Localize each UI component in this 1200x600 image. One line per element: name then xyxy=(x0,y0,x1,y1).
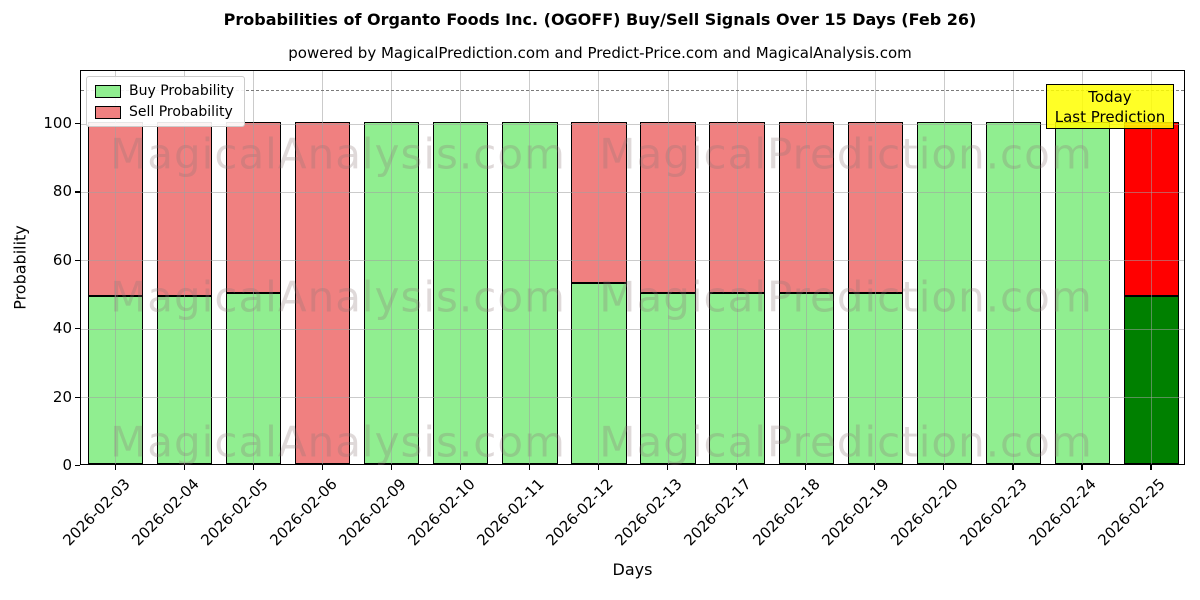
sell-swatch xyxy=(95,105,121,119)
legend: Buy Probability Sell Probability xyxy=(86,76,246,127)
chart-title: Probabilities of Organto Foods Inc. (OGO… xyxy=(223,10,977,29)
v-gridline xyxy=(253,71,255,464)
v-gridline xyxy=(391,71,393,464)
today-annotation-line2: Last Prediction xyxy=(1054,107,1166,126)
x-tick-label-2026-02-05: 2026-02-05 xyxy=(197,475,272,550)
y-tick-mark-20 xyxy=(75,396,80,398)
chart-subtitle: powered by MagicalPrediction.com and Pre… xyxy=(288,44,912,62)
legend-label-buy: Buy Probability xyxy=(129,83,235,99)
v-gridline xyxy=(115,71,117,464)
x-tick-label-2026-02-12: 2026-02-12 xyxy=(542,475,617,550)
x-tick-mark xyxy=(1081,465,1083,470)
legend-item-buy: Buy Probability xyxy=(95,83,234,99)
h-gridline-20 xyxy=(81,397,1184,399)
x-tick-mark xyxy=(459,465,462,470)
x-tick-label-2026-02-17: 2026-02-17 xyxy=(680,475,755,550)
today-annotation-line1: Today xyxy=(1088,87,1132,106)
today-annotation: Today Last Prediction xyxy=(1046,84,1174,129)
x-axis-label: Days xyxy=(612,560,653,579)
x-tick-mark xyxy=(805,465,807,470)
v-gridline xyxy=(943,71,945,464)
x-tick-label-2026-02-20: 2026-02-20 xyxy=(887,475,963,550)
x-tick-mark xyxy=(1012,465,1014,470)
y-axis-label: Probability xyxy=(10,225,30,310)
x-tick-label-2026-02-19: 2026-02-19 xyxy=(818,475,893,550)
x-tick-mark xyxy=(183,465,185,470)
y-tick-label-100: 100 xyxy=(43,114,72,132)
v-gridline xyxy=(529,71,531,464)
watermark-text: MagicalPrediction.com xyxy=(599,129,1093,179)
v-gridline xyxy=(667,71,669,464)
watermark-text: MagicalAnalysis.com xyxy=(110,129,566,179)
y-tick-label-20: 20 xyxy=(52,387,72,406)
watermark-text: MagicalAnalysis.com xyxy=(110,272,566,322)
x-tick-label-2026-02-10: 2026-02-10 xyxy=(404,475,479,550)
legend-label-sell: Sell Probability xyxy=(129,104,233,120)
x-tick-label-2026-02-09: 2026-02-09 xyxy=(335,475,410,550)
v-gridline xyxy=(805,71,807,464)
x-tick-mark xyxy=(321,465,323,470)
x-tick-label-2026-02-03: 2026-02-03 xyxy=(58,475,134,550)
v-gridline xyxy=(460,71,462,464)
v-gridline xyxy=(184,71,186,464)
plot-area: MagicalAnalysis.com MagicalPrediction.com… xyxy=(80,70,1185,467)
y-tick-mark-60 xyxy=(75,259,80,261)
x-tick-mark xyxy=(390,465,392,470)
h-gridline-100 xyxy=(81,123,1184,125)
x-tick-mark xyxy=(943,465,945,470)
y-tick-label-0: 0 xyxy=(62,456,72,474)
v-gridline xyxy=(736,71,738,464)
x-tick-label-2026-02-25: 2026-02-25 xyxy=(1094,475,1170,550)
x-tick-mark xyxy=(736,465,738,470)
v-gridline xyxy=(1012,71,1014,464)
h-gridline-80 xyxy=(81,191,1184,193)
legend-item-sell: Sell Probability xyxy=(95,104,234,120)
h-gridline-40 xyxy=(81,328,1184,330)
y-tick-mark-0 xyxy=(75,465,80,467)
threshold-dashed-line xyxy=(81,89,1184,91)
x-tick-mark xyxy=(1150,465,1152,470)
h-gridline-60 xyxy=(81,260,1184,262)
x-tick-mark xyxy=(874,465,876,470)
x-tick-label-2026-02-13: 2026-02-13 xyxy=(611,475,686,550)
x-tick-label-2026-02-11: 2026-02-11 xyxy=(473,475,548,550)
buy-swatch xyxy=(95,84,121,98)
x-tick-label-2026-02-24: 2026-02-24 xyxy=(1025,475,1101,550)
y-tick-mark-80 xyxy=(75,191,80,193)
watermark-text: MagicalPrediction.com xyxy=(599,417,1093,467)
v-gridline xyxy=(598,71,600,464)
x-tick-mark xyxy=(667,465,669,470)
x-tick-label-2026-02-06: 2026-02-06 xyxy=(266,475,341,550)
x-tick-mark xyxy=(597,465,600,470)
y-tick-label-60: 60 xyxy=(52,250,72,269)
x-tick-label-2026-02-23: 2026-02-23 xyxy=(956,475,1032,550)
watermark-text: MagicalAnalysis.com xyxy=(110,417,566,467)
x-tick-label-2026-02-18: 2026-02-18 xyxy=(749,475,824,550)
x-tick-mark xyxy=(114,465,116,470)
y-tick-mark-40 xyxy=(75,328,80,330)
y-tick-label-40: 40 xyxy=(52,319,72,338)
x-tick-mark xyxy=(528,465,531,470)
y-tick-label-80: 80 xyxy=(52,182,72,201)
watermark-text: MagicalPrediction.com xyxy=(599,272,1093,322)
x-tick-label-2026-02-04: 2026-02-04 xyxy=(127,475,203,550)
y-tick-mark-100 xyxy=(75,123,80,125)
v-gridline xyxy=(1081,71,1083,464)
x-tick-mark xyxy=(252,465,254,470)
v-gridline xyxy=(322,71,324,464)
v-gridline xyxy=(1150,71,1152,464)
v-gridline xyxy=(874,71,876,464)
